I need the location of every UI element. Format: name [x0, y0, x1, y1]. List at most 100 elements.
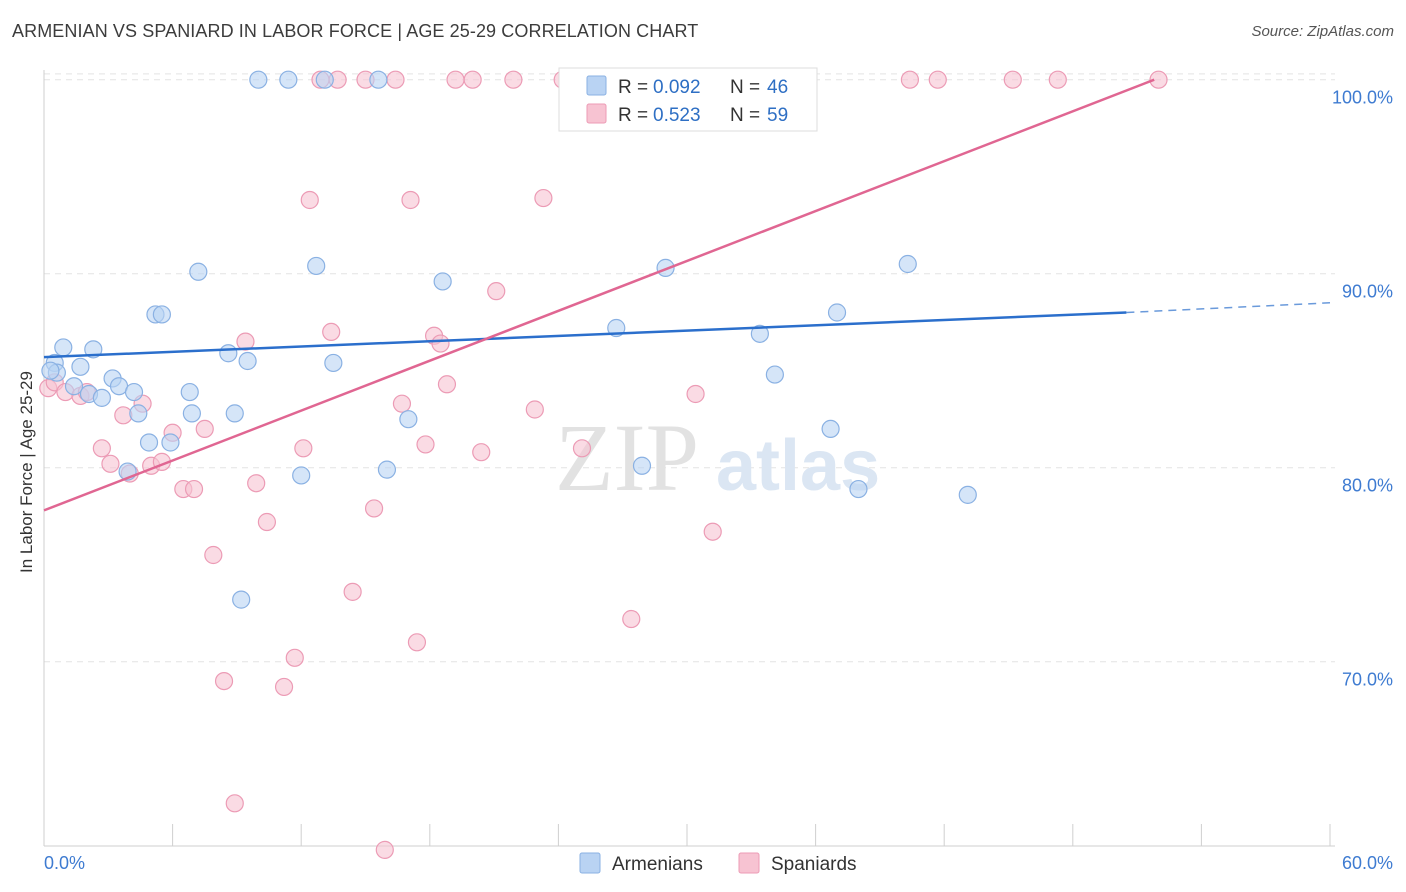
spaniards-point-49 [572, 439, 592, 458]
spaniards-point-47 [534, 188, 553, 208]
armenians-point-7 [92, 388, 111, 407]
spaniards-point-44 [487, 282, 506, 301]
armenians-point-16 [161, 433, 180, 452]
spaniards-point-50 [622, 609, 641, 629]
stats-legend-armenians-swatch [586, 75, 607, 96]
legend-armenians-swatch [579, 852, 601, 874]
stats-legend-armenians-r-value: 0.092 [653, 77, 701, 98]
spaniards-point-16 [204, 545, 223, 565]
y-tick-label-100: 100.0% [1332, 88, 1393, 108]
stats-legend-spaniards-n-label: N = [730, 105, 760, 126]
armenians-point-29 [324, 353, 343, 373]
x-tick-label-max: 60.0% [1342, 853, 1393, 873]
spaniards-point-19 [236, 332, 255, 351]
armenians-point-23 [238, 351, 257, 371]
y-tick-label-80: 80.0% [1342, 476, 1393, 496]
spaniards-point-46 [525, 400, 544, 419]
spaniards-point-27 [322, 322, 341, 341]
spaniards-point-17 [214, 671, 234, 691]
y-tick-label-70: 70.0% [1342, 670, 1393, 690]
gridlines [44, 73, 1335, 663]
armenians-point-6 [84, 340, 103, 359]
bottom-legend: Armenians Spaniards [579, 852, 857, 875]
spaniards-point-43 [472, 443, 491, 462]
spaniards-point-39 [431, 334, 450, 353]
spaniards-point-6 [101, 454, 120, 473]
spaniards-point-33 [386, 70, 405, 89]
armenians-point-30 [369, 70, 388, 89]
series-armenians-points [41, 70, 977, 609]
armenians-point-42 [849, 479, 868, 499]
watermark: ZIP atlas [555, 404, 880, 511]
spaniards-point-41 [446, 70, 465, 89]
armenians-point-43 [898, 254, 917, 274]
axes [43, 70, 1335, 847]
armenians-point-28 [315, 70, 334, 89]
armenians-point-17 [180, 382, 199, 402]
armenians-point-26 [292, 466, 311, 485]
stats-legend: R = 0.092 N = 46 R = 0.523 N = 59 [558, 67, 818, 132]
armenians-point-41 [827, 303, 847, 322]
spaniards-point-52 [686, 384, 705, 404]
spaniards-point-18 [225, 794, 244, 813]
legend-armenians-label: Armenians [612, 854, 703, 875]
spaniards-point-56 [1003, 70, 1022, 89]
y-tick-labels: 70.0% 80.0% 90.0% 100.0% [1332, 88, 1393, 690]
stats-legend-armenians-n-label: N = [730, 77, 760, 98]
stats-legend-spaniards-swatch [586, 103, 607, 124]
stats-legend-spaniards-r-value: 0.523 [653, 105, 701, 126]
spaniards-point-32 [375, 840, 394, 859]
armenians-point-33 [433, 272, 452, 291]
spaniards-trend-line [43, 78, 1155, 512]
armenians-point-32 [399, 410, 418, 429]
spaniards-point-34 [392, 394, 412, 413]
armenians-point-19 [189, 262, 208, 281]
armenians-point-12 [129, 404, 148, 423]
stats-legend-armenians-n-value: 46 [767, 77, 788, 98]
armenians-point-39 [765, 365, 784, 384]
y-tick-label-90: 90.0% [1342, 282, 1393, 302]
watermark-zip: ZIP [555, 404, 699, 511]
armenians-point-38 [750, 324, 769, 343]
spaniards-point-23 [285, 648, 304, 667]
armenians-point-13 [139, 433, 159, 452]
spaniards-point-53 [703, 522, 722, 541]
armenians-point-4 [71, 357, 90, 376]
stats-legend-spaniards-n-value: 59 [767, 105, 788, 126]
spaniards-point-29 [343, 582, 362, 601]
legend-spaniards-swatch [738, 852, 760, 874]
spaniards-point-35 [401, 190, 420, 210]
armenians-point-20 [219, 344, 238, 363]
spaniards-point-40 [437, 375, 457, 394]
stats-legend-armenians-r-label: R = [618, 77, 648, 98]
armenians-point-36 [632, 456, 652, 475]
spaniards-point-54 [900, 70, 920, 89]
armenians-point-31 [377, 460, 397, 479]
stats-legend-spaniards-r-label: R = [618, 105, 648, 126]
spaniards-point-31 [364, 499, 384, 518]
armenians-point-15 [152, 305, 171, 324]
armenians-point-18 [182, 404, 201, 423]
spaniards-point-24 [294, 439, 313, 458]
x-tick-label-min: 0.0% [44, 853, 85, 873]
spaniards-point-15 [195, 419, 214, 438]
armenians-point-40 [821, 419, 840, 438]
spaniards-point-42 [463, 70, 482, 89]
armenians-point-2 [54, 338, 73, 357]
spaniards-point-37 [416, 435, 435, 454]
armenians-point-45 [41, 361, 60, 380]
armenians-trend-line [43, 311, 1127, 359]
spaniards-point-45 [504, 70, 523, 89]
armenians-point-24 [249, 70, 268, 89]
armenians-point-3 [64, 377, 84, 396]
armenians-point-25 [279, 70, 298, 89]
armenians-point-44 [958, 485, 977, 504]
armenians-trend-extension [1126, 302, 1331, 314]
source-attribution: Source: ZipAtlas.com [1251, 23, 1394, 40]
spaniards-point-22 [274, 677, 294, 697]
spaniards-point-20 [247, 474, 266, 493]
spaniards-point-14 [184, 479, 204, 499]
trendlines [43, 78, 1331, 512]
spaniards-point-36 [407, 633, 427, 652]
